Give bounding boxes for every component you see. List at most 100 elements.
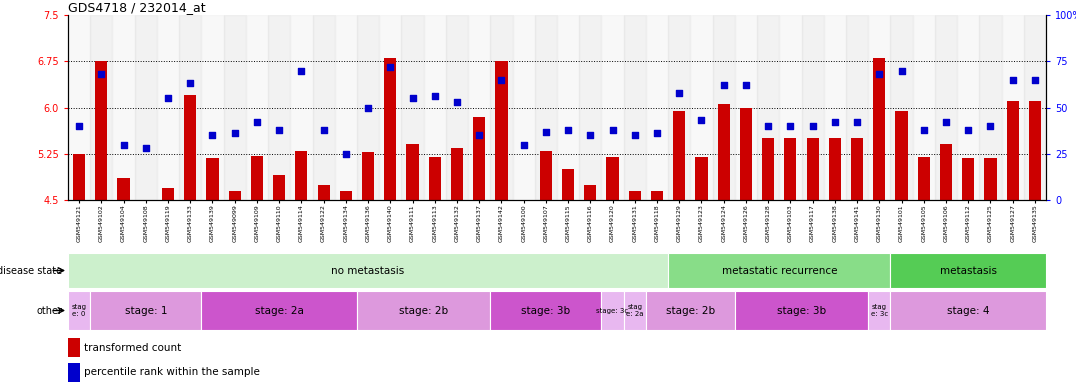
Bar [207,158,218,200]
Bar [668,253,891,288]
Text: metastatic recurrence: metastatic recurrence [722,265,837,275]
Bar [851,138,863,200]
Text: stag
e: 3c: stag e: 3c [870,304,888,317]
Bar [601,291,624,330]
Bar [607,157,619,200]
Bar [535,15,557,200]
Point [93,71,110,77]
Text: no metastasis: no metastasis [331,265,405,275]
Bar [401,15,424,200]
Bar [918,157,930,200]
Bar [96,61,108,200]
Text: other: other [37,306,62,316]
Point [115,141,132,147]
Bar [985,158,996,200]
Point [626,132,643,138]
Bar [1023,15,1046,200]
Text: metastasis: metastasis [939,265,996,275]
Point [226,130,243,136]
Bar [495,61,508,200]
Bar [584,185,596,200]
Point [560,127,577,133]
Bar [424,15,445,200]
Bar [491,291,601,330]
Point [293,68,310,74]
Point [537,129,554,135]
Bar [201,291,357,330]
Point [137,145,154,151]
Point [782,123,799,129]
Point [426,93,443,99]
Bar [824,15,846,200]
Bar [628,191,641,200]
Bar [228,191,241,200]
Bar [451,147,463,200]
Bar [891,291,1046,330]
Bar [134,15,157,200]
Point [449,99,466,105]
Bar [762,138,775,200]
Bar [357,291,491,330]
Bar [184,95,196,200]
Bar [445,15,468,200]
Point [981,123,999,129]
Text: stage: 4: stage: 4 [947,306,990,316]
Bar [224,15,245,200]
Bar [624,15,646,200]
Point [737,82,754,88]
Bar [291,15,312,200]
Bar [273,175,285,200]
Text: stage: 3b: stage: 3b [777,306,826,316]
Point [203,132,221,138]
Point [270,127,287,133]
Bar [335,15,357,200]
Point [693,118,710,124]
Point [315,127,332,133]
Bar [740,108,752,200]
Point [826,119,844,125]
Bar [868,15,891,200]
Point [1027,77,1044,83]
Bar [68,253,668,288]
Bar [245,15,268,200]
Bar [779,15,802,200]
Text: stage: 2b: stage: 2b [399,306,449,316]
Bar [646,15,668,200]
Bar [312,15,335,200]
Text: stage: 2b: stage: 2b [666,306,714,316]
Bar [362,152,374,200]
Point [515,141,533,147]
Bar [891,253,1046,288]
Bar [201,15,224,200]
Bar [357,15,379,200]
Bar [68,363,80,382]
Point [382,64,399,70]
Text: stage: 2a: stage: 2a [255,306,303,316]
Bar [68,291,90,330]
Bar [295,151,308,200]
Bar [179,15,201,200]
Bar [68,338,80,357]
Bar [428,157,441,200]
Bar [1006,101,1019,200]
Point [337,151,354,157]
Bar [1029,101,1040,200]
Bar [512,15,535,200]
Bar [1002,15,1023,200]
Bar [251,156,263,200]
Bar [895,111,908,200]
Point [960,127,977,133]
Bar [668,15,691,200]
Bar [473,117,485,200]
Bar [802,15,824,200]
Bar [758,15,779,200]
Bar [157,15,179,200]
Bar [874,58,886,200]
Bar [846,15,868,200]
Bar [384,58,396,200]
Bar [562,169,575,200]
Point [916,127,933,133]
Point [760,123,777,129]
Bar [695,157,708,200]
Bar [646,291,735,330]
